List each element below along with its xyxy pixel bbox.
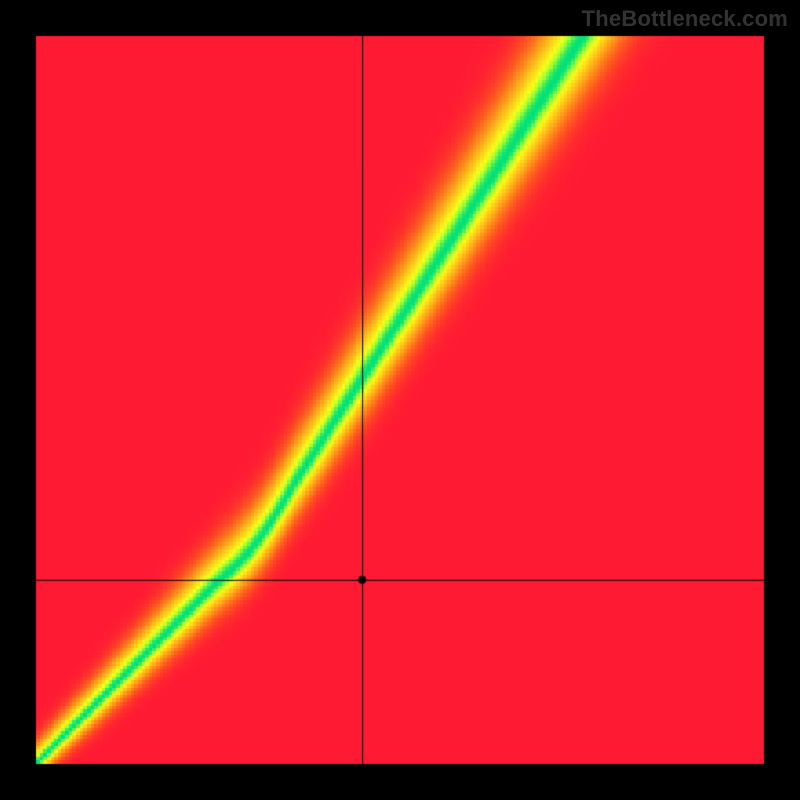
heatmap-canvas [0,0,800,800]
chart-container: TheBottleneck.com [0,0,800,800]
watermark-label: TheBottleneck.com [582,6,788,32]
